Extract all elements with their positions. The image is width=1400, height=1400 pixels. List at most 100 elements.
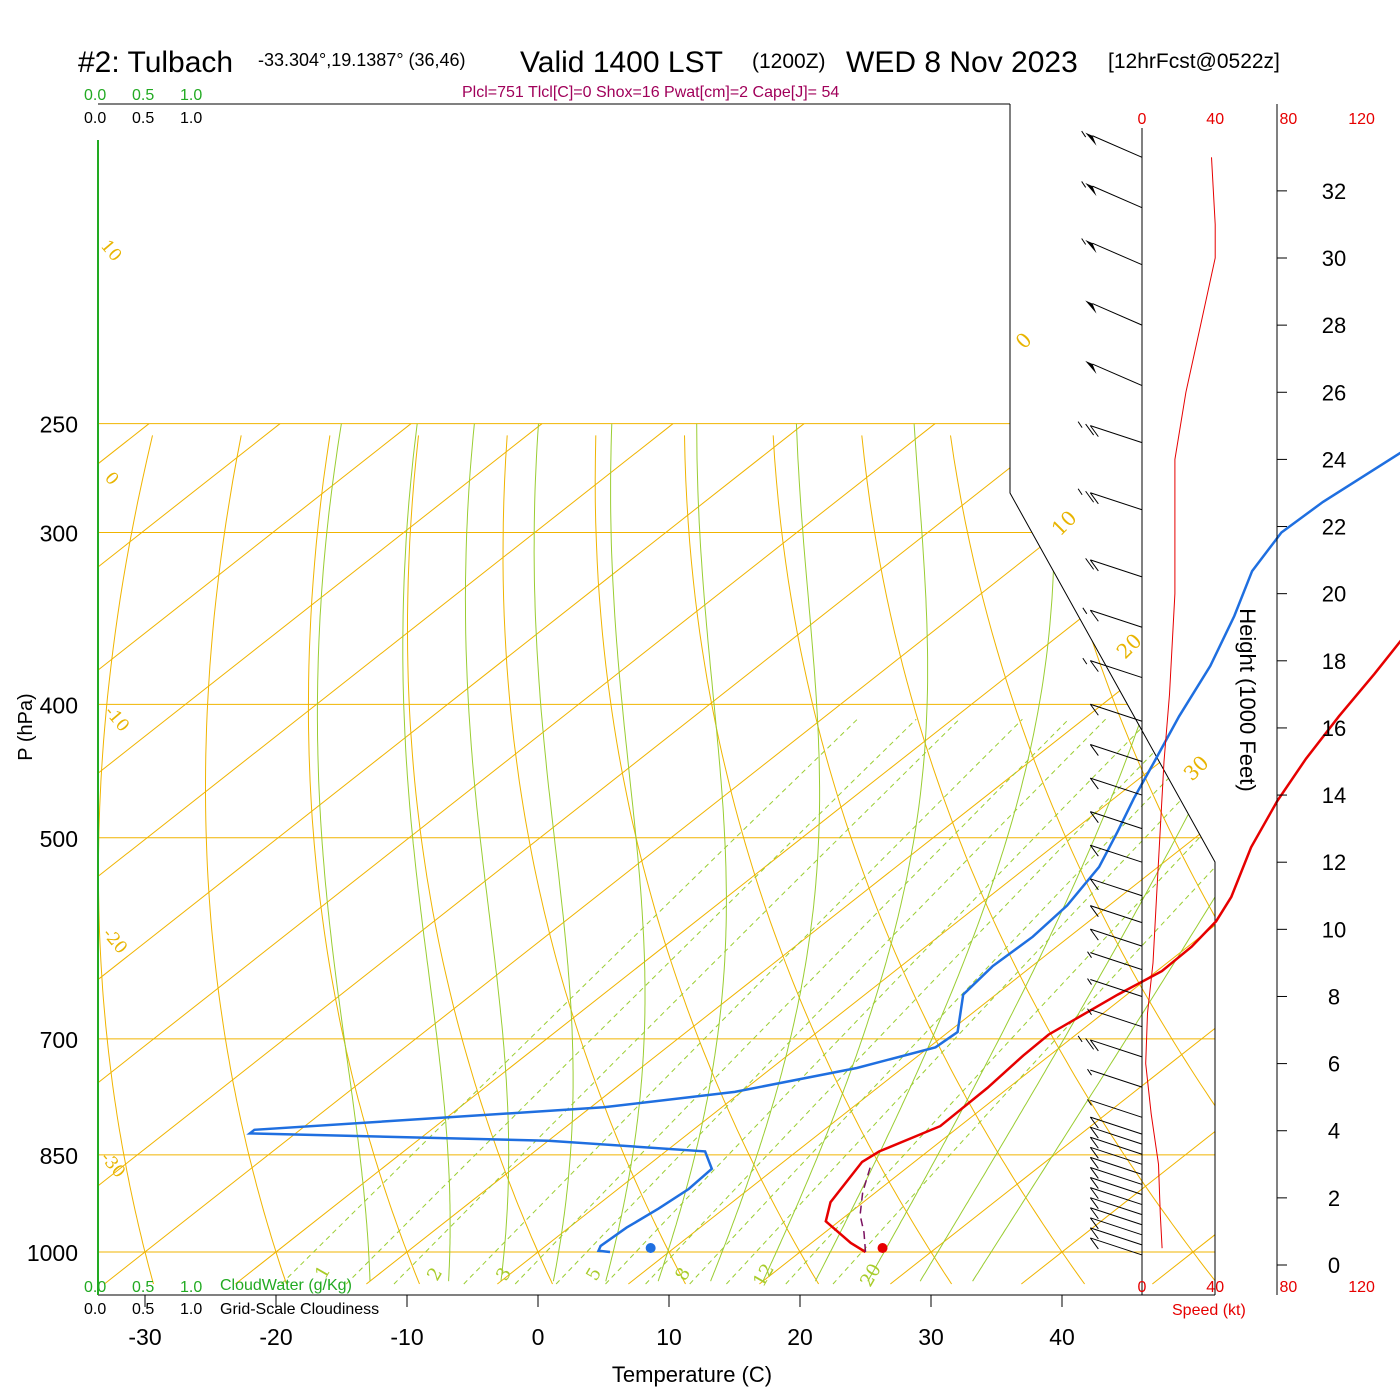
wind-barb <box>1090 905 1143 924</box>
utc-time: (1200Z) <box>752 50 826 73</box>
sounding-traces <box>246 451 1400 1254</box>
wind-barb-half-feather <box>1087 1099 1092 1106</box>
isotherm-line <box>104 423 1198 1285</box>
height-tick-label: 30 <box>1322 246 1346 271</box>
wind-barb <box>1090 425 1143 444</box>
moist-adiabat-line <box>762 423 929 1282</box>
dry-adiabat-line <box>1305 435 1400 1284</box>
isotherm-line <box>98 423 1067 1285</box>
wind-barb-feather <box>1089 1237 1099 1250</box>
wind-barb <box>1092 185 1143 209</box>
wind-barb <box>1090 1146 1143 1165</box>
x-axis-title: Temperature (C) <box>612 1362 772 1387</box>
wind-barb-feather <box>1089 1039 1099 1052</box>
height-tick-label: 26 <box>1322 380 1346 405</box>
isotherm-label: 10 <box>1047 506 1082 541</box>
wind-barb-feather <box>1089 660 1099 672</box>
wind-barb <box>1090 609 1143 628</box>
dry-adiabat-line <box>205 435 287 1285</box>
wind-barb-feather <box>1089 1116 1099 1129</box>
isotherm-line <box>759 423 1215 1285</box>
dry-adiabat-line <box>502 435 686 1285</box>
forecast-date: WED 8 Nov 2023 <box>846 46 1078 79</box>
bottom-cloudiness-scale: 0.0 0.5 1.0 Grid-Scale Cloudiness <box>84 1301 379 1318</box>
dry-adiabat-line <box>1127 435 1215 1285</box>
height-tick-label: 20 <box>1322 582 1346 607</box>
bot-cw-label: CloudWater (g/Kg) <box>220 1277 352 1294</box>
station-title: #2: Tulbach <box>78 46 233 79</box>
moist-adiabat-line <box>533 423 574 1282</box>
wind-barb-feather <box>1089 878 1099 891</box>
wind-barb-feather <box>1085 558 1095 570</box>
top-cw-0: 0.0 <box>84 87 106 104</box>
mixing-ratio-label: 2 <box>423 1264 447 1284</box>
height-tick-label: 8 <box>1328 984 1340 1009</box>
moist-adiabat-line <box>919 423 1215 1282</box>
top-cw-2: 1.0 <box>180 87 202 104</box>
wind-barb-feather <box>1089 777 1099 790</box>
height-axis-title: Height (1000 Feet) <box>1235 608 1260 791</box>
wind-barb-feather <box>1089 811 1099 823</box>
bot-cl-label: Grid-Scale Cloudiness <box>220 1301 379 1318</box>
moist-adiabat-line <box>605 423 646 1282</box>
parcel-trace <box>859 1165 872 1253</box>
height-tick-label: 10 <box>1322 917 1346 942</box>
dry-adiabat-line <box>1038 435 1215 1285</box>
height-tick-label: 0 <box>1328 1253 1340 1278</box>
isotherm-line <box>497 423 1215 1285</box>
wind-barb <box>1092 135 1143 158</box>
moist-adiabat-line <box>316 423 371 1282</box>
sounding-params: Plcl=751 Tlcl[C]=0 Shox=16 Pwat[cm]=2 Ca… <box>462 84 839 101</box>
wind-barb-feather <box>1089 1227 1099 1240</box>
dry-adiabat-line <box>307 435 420 1285</box>
speed-tick-bottom: 40 <box>1206 1279 1224 1296</box>
wind-barb-flag <box>1085 300 1097 314</box>
isotherm-line <box>98 423 543 1285</box>
wind-barb <box>1092 242 1143 266</box>
wind-barb <box>1090 844 1143 863</box>
wind-barb-feather <box>1089 1207 1099 1220</box>
wind-barb <box>1090 703 1143 722</box>
bot-cw-0: 0.0 <box>84 1279 106 1296</box>
wind-barb-half-feather <box>1082 607 1088 615</box>
pressure-tick-label: 850 <box>40 1143 78 1169</box>
wind-barb <box>1090 660 1143 679</box>
x-tick-label: 20 <box>787 1324 813 1350</box>
pressure-tick-label: 400 <box>40 692 78 718</box>
height-tick-label: 32 <box>1322 179 1346 204</box>
wind-barb <box>1090 1187 1143 1206</box>
dry-adiabat-line <box>594 435 820 1285</box>
surface-temperature-marker <box>877 1243 888 1253</box>
wind-barb <box>1090 1009 1143 1028</box>
wind-barb <box>1090 1156 1143 1175</box>
mixing-ratio-line <box>514 718 1070 1285</box>
moist-adiabat-line <box>402 423 451 1282</box>
moist-adiabat-line <box>972 423 1215 1282</box>
wind-barb <box>1090 1207 1143 1226</box>
top-cl-0: 0.0 <box>84 110 106 127</box>
dry-adiabat-line <box>1216 435 1400 1284</box>
wind-barb <box>1090 811 1143 830</box>
wind-barb <box>1090 1177 1143 1195</box>
mixing-ratio-label: 3 <box>492 1264 516 1284</box>
y-axis-title: P (hPa) <box>15 693 37 760</box>
mixing-ratio-line <box>393 718 960 1285</box>
wind-barb <box>1090 878 1143 897</box>
isotherm-line <box>98 423 674 1285</box>
wind-barb-flag <box>1085 132 1097 146</box>
mixing-ratio-line <box>645 718 1187 1285</box>
wind-barb-feather <box>1089 1126 1099 1139</box>
wind-barb <box>1090 492 1143 511</box>
wind-barb-feather <box>1085 1038 1095 1050</box>
top-cw-1: 0.5 <box>132 87 154 104</box>
wind-barb <box>1090 1227 1143 1246</box>
wind-barb-feather <box>1085 423 1095 436</box>
top-cl-2: 1.0 <box>180 110 202 127</box>
wind-barb-flag <box>1085 240 1097 254</box>
wind-barb-feather <box>1089 1217 1099 1230</box>
isotherm-label: 20 <box>1112 629 1147 664</box>
height-tick-label: 22 <box>1322 515 1346 540</box>
mixing-ratio-line <box>785 718 1215 1285</box>
speed-tick-bottom: 80 <box>1280 1279 1298 1296</box>
